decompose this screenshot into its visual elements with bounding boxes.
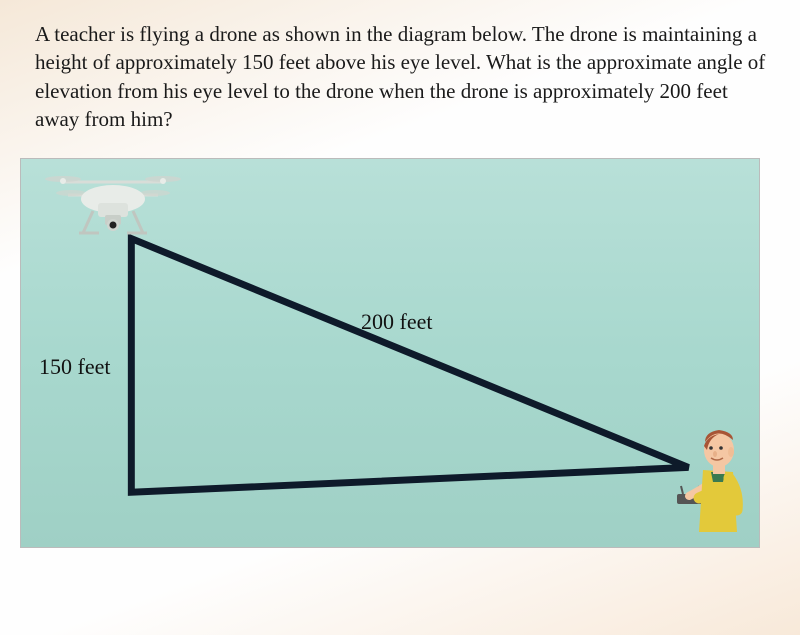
question-text: A teacher is flying a drone as shown in … [35, 20, 775, 133]
diagram-area: 150 feet 200 feet [20, 158, 760, 548]
person-icon [659, 422, 749, 542]
drone-icon [43, 167, 183, 247]
vertical-side-label: 150 feet [39, 354, 110, 380]
question-area: A teacher is flying a drone as shown in … [0, 0, 800, 148]
triangle-shape [131, 239, 688, 493]
hypotenuse-label: 200 feet [361, 309, 432, 335]
